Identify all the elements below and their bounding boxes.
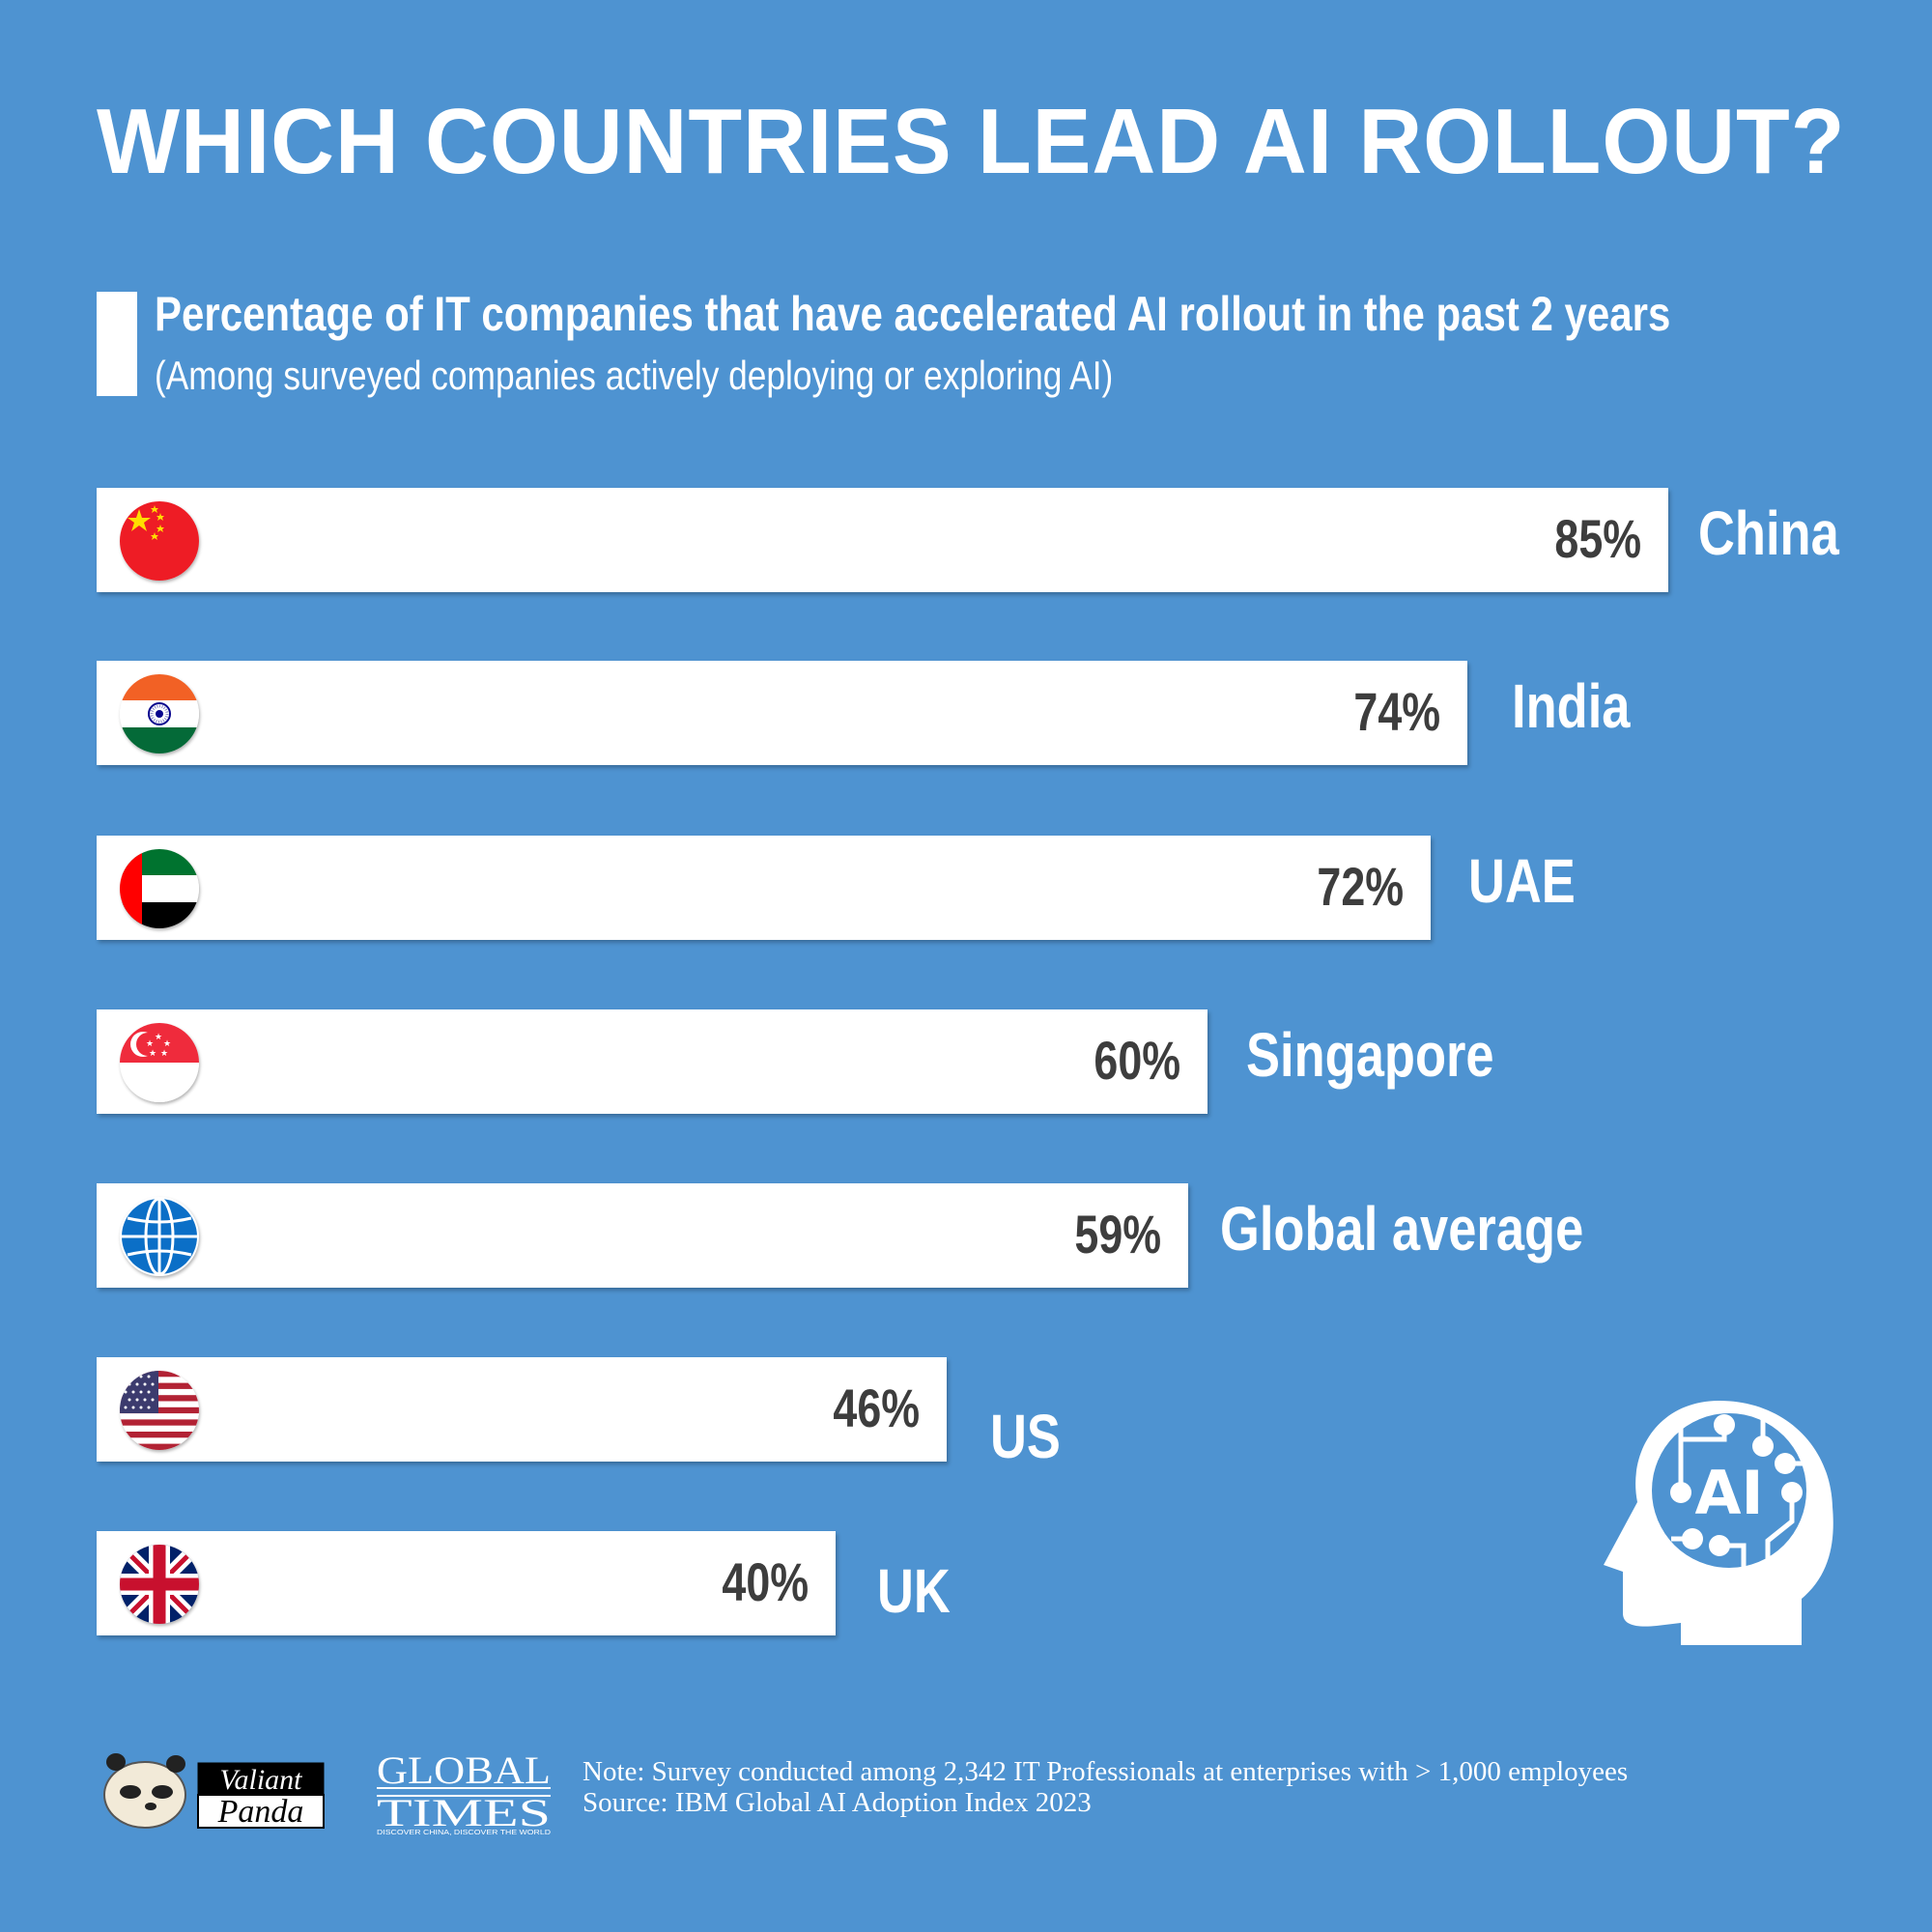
- svg-text:★: ★: [146, 1039, 154, 1049]
- china-flag-icon: [120, 501, 199, 581]
- bar-value: 46%: [833, 1378, 920, 1438]
- global-times-logo: GLOBAL TIMES DISCOVER CHINA, DISCOVER TH…: [372, 1748, 555, 1836]
- uae-flag-icon: [120, 849, 199, 928]
- svg-text:Valiant: Valiant: [219, 1764, 302, 1796]
- svg-text:★: ★: [155, 1033, 162, 1042]
- bar-singapore: ★ ★ ★ ★ ★ 60%: [97, 1009, 1208, 1114]
- valiant-panda-logo: Valiant Panda: [97, 1748, 328, 1831]
- bar-uk: 40%: [97, 1531, 836, 1635]
- chart-subtitle: Percentage of IT companies that have acc…: [155, 287, 1671, 341]
- survey-note: Note: Survey conducted among 2,342 IT Pr…: [582, 1756, 1629, 1787]
- svg-text:★: ★: [149, 1049, 156, 1059]
- svg-text:GLOBAL: GLOBAL: [377, 1750, 551, 1792]
- bar-value: 60%: [1094, 1030, 1180, 1091]
- footer-note-block: Note: Survey conducted among 2,342 IT Pr…: [582, 1756, 1628, 1818]
- bar-value: 85%: [1554, 508, 1641, 569]
- bar-global-average: 59%: [97, 1183, 1188, 1288]
- subtitle-accent-bar: [97, 292, 137, 396]
- bar-label-uae: UAE: [1468, 846, 1576, 916]
- bar-value: 59%: [1074, 1204, 1161, 1264]
- bar-us: 46%: [97, 1357, 947, 1462]
- svg-text:TIMES: TIMES: [377, 1791, 551, 1834]
- bar-value: 40%: [722, 1551, 809, 1612]
- bar-label-india: India: [1512, 671, 1631, 741]
- bar-china: 85%: [97, 488, 1668, 592]
- svg-text:AI: AI: [1694, 1458, 1763, 1528]
- us-flag-icon: [120, 1371, 199, 1450]
- bar-label-china: China: [1698, 498, 1839, 568]
- bar-india: 74%: [97, 661, 1467, 765]
- svg-text:★: ★: [163, 1039, 171, 1049]
- chart-subtitle-note: (Among surveyed companies actively deplo…: [155, 353, 1114, 398]
- source-note: Source: IBM Global AI Adoption Index 202…: [582, 1787, 1092, 1818]
- globe-icon: [120, 1197, 199, 1276]
- bar-label-singapore: Singapore: [1246, 1020, 1494, 1090]
- bar-label-us: US: [990, 1402, 1061, 1471]
- svg-text:Panda: Panda: [217, 1794, 304, 1830]
- svg-text:DISCOVER CHINA, DISCOVER THE W: DISCOVER CHINA, DISCOVER THE WORLD: [377, 1830, 551, 1835]
- bar-value: 74%: [1353, 681, 1440, 742]
- svg-text:★: ★: [160, 1049, 168, 1059]
- page-title: WHICH COUNTRIES LEAD AI ROLLOUT?: [97, 90, 1846, 193]
- singapore-flag-icon: ★ ★ ★ ★ ★: [120, 1023, 199, 1102]
- india-flag-icon: [120, 674, 199, 753]
- bar-label-uk: UK: [877, 1556, 951, 1626]
- ai-head-icon: AI: [1599, 1396, 1840, 1647]
- uk-flag-icon: [120, 1545, 199, 1624]
- bar-value: 72%: [1317, 856, 1404, 917]
- bar-label-global-average: Global average: [1220, 1194, 1584, 1264]
- bar-uae: 72%: [97, 836, 1431, 940]
